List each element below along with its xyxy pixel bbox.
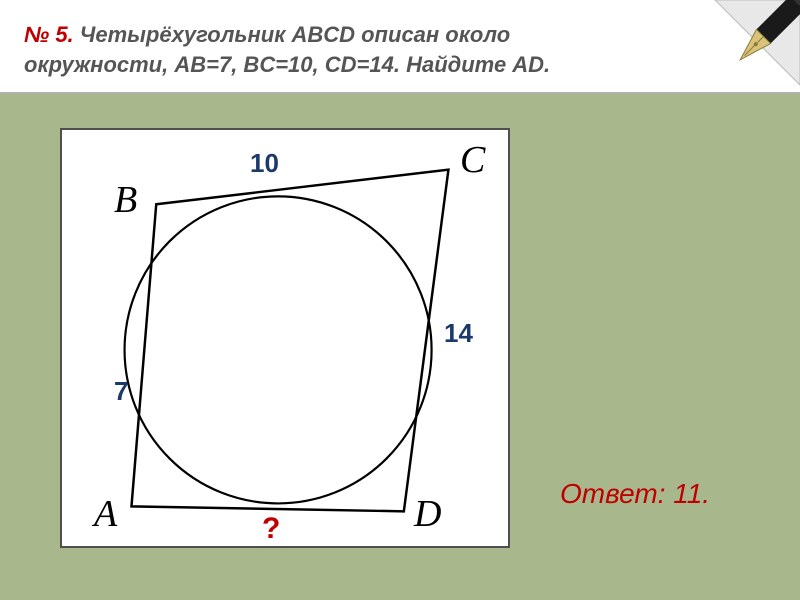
- quadrilateral: [131, 170, 448, 512]
- vertex-label-a: A: [94, 492, 117, 536]
- edge-label-bc: 10: [250, 148, 279, 179]
- problem-text-line2: окружности, AB=7, BC=10, CD=14. Найдите …: [24, 52, 550, 77]
- answer-text: Ответ: 11.: [560, 478, 710, 510]
- vertex-label-c: C: [460, 138, 485, 182]
- edge-label-cd: 14: [444, 318, 473, 349]
- vertex-label-b: B: [114, 178, 137, 222]
- vertex-label-d: D: [414, 492, 441, 536]
- edge-label-ab: 7: [114, 376, 128, 407]
- fountain-pen-icon: [670, 0, 800, 130]
- edge-question-ad: ?: [262, 512, 280, 546]
- geometry-figure: A B C D 7 10 14 ?: [60, 128, 510, 548]
- problem-number: № 5.: [24, 22, 74, 47]
- problem-text-line1: Четырёхугольник ABCD описан около: [74, 22, 511, 47]
- problem-statement: № 5. Четырёхугольник ABCD описан около о…: [24, 20, 724, 79]
- inscribed-circle: [125, 196, 432, 503]
